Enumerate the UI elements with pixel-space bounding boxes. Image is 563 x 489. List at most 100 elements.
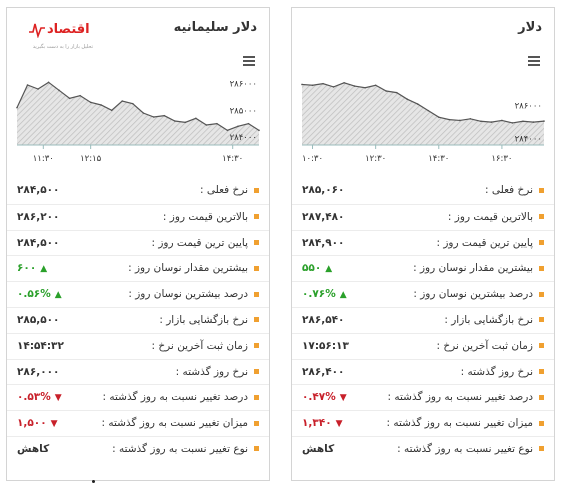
- logo-text: اقتصاد: [47, 22, 90, 37]
- bullet-square-icon: [254, 214, 259, 220]
- chart-area: [17, 82, 259, 145]
- data-point[interactable]: [37, 88, 39, 90]
- stat-value: ۲۸۶,۵۴۰: [302, 314, 344, 326]
- data-point[interactable]: [258, 129, 260, 132]
- data-point[interactable]: [247, 122, 250, 125]
- data-point[interactable]: [226, 129, 229, 132]
- data-point[interactable]: [480, 120, 482, 123]
- stat-value: ۰.۷۶% ▲: [302, 288, 347, 300]
- data-point[interactable]: [301, 83, 303, 86]
- data-point[interactable]: [195, 117, 197, 120]
- data-point[interactable]: [343, 82, 345, 84]
- stat-value-text: ۲۸۷,۴۸۰: [302, 210, 345, 223]
- data-point[interactable]: [543, 120, 545, 122]
- data-point[interactable]: [131, 102, 134, 105]
- stat-label: زمان ثبت آخرین نرخ :: [436, 340, 544, 352]
- y-tick-label: ۲۸۵۰۰۰: [230, 106, 257, 116]
- data-point[interactable]: [332, 86, 335, 88]
- stat-label: درصد بیشترین نوسان روز :: [413, 288, 544, 300]
- data-point[interactable]: [406, 98, 409, 100]
- stat-value: ۲۸۵,۰۶۰: [302, 184, 344, 196]
- stat-value: ۲۸۴,۵۰۰: [17, 237, 59, 249]
- data-point[interactable]: [216, 122, 218, 125]
- hamburger-menu-icon[interactable]: [528, 56, 540, 66]
- data-point[interactable]: [385, 90, 387, 92]
- data-point[interactable]: [448, 118, 451, 121]
- currency-card-dollar: دلار ۱۰:۳۰ ۱۲:۳۰ ۱۴:۳۰ ۱۶:۳۰ ۲۸۶۰۰۰ ۲۸۴۰۰۰ ۲۸…: [291, 7, 555, 481]
- bullet-square-icon: [254, 394, 259, 400]
- hamburger-menu-icon[interactable]: [243, 56, 255, 66]
- data-point[interactable]: [16, 106, 18, 109]
- data-point[interactable]: [58, 89, 60, 92]
- stat-label-text: درصد بیشترین نوسان روز :: [128, 288, 248, 301]
- stat-label-text: بیشترین مقدار نوسان روز :: [413, 262, 533, 275]
- caret-down-icon: ▼: [54, 393, 62, 404]
- stat-value: ۲۸۶,۰۰۰: [17, 366, 59, 378]
- data-point[interactable]: [68, 97, 71, 100]
- stat-row: ۲۸۴,۹۰۰ پایین ترین قیمت روز :: [292, 229, 554, 256]
- stat-value-text: ۱۴:۵۴:۳۲: [17, 339, 64, 352]
- bullet-square-icon: [254, 265, 259, 271]
- data-point[interactable]: [110, 109, 113, 112]
- bullet-square-icon: [539, 265, 544, 271]
- stat-row: ۲۸۶,۲۰۰ بالاترین قیمت روز :: [7, 203, 269, 230]
- data-point[interactable]: [237, 125, 239, 128]
- stat-row: ۲۸۴,۵۰۰ نرخ فعلی :: [7, 178, 269, 204]
- logo-tagline: تحلیل بازار را به دست بگیرید: [32, 44, 93, 50]
- stat-label: پایین ترین قیمت روز :: [151, 237, 259, 249]
- data-point[interactable]: [522, 120, 524, 123]
- data-point[interactable]: [311, 84, 314, 87]
- bullet-square-icon: [254, 240, 259, 246]
- data-point[interactable]: [374, 84, 377, 87]
- data-point[interactable]: [26, 84, 29, 86]
- data-point[interactable]: [459, 119, 461, 122]
- stat-label-text: زمان ثبت آخرین نرخ :: [151, 339, 248, 352]
- stat-value: کاهش: [17, 443, 49, 455]
- bullet-square-icon: [254, 420, 259, 426]
- stat-row: ۲۸۶,۵۴۰ نرخ بازگشایی بازار :: [292, 306, 554, 333]
- data-point[interactable]: [322, 82, 324, 85]
- stat-row: ۶۰۰ ▲ بیشترین مقدار نوسان روز :: [7, 255, 269, 281]
- bullet-square-icon: [539, 394, 544, 400]
- stat-label-text: زمان ثبت آخرین نرخ :: [436, 339, 533, 352]
- caret-down-icon: ▼: [339, 393, 347, 404]
- data-point[interactable]: [163, 114, 166, 117]
- stat-value: ۲۸۴,۹۰۰: [302, 237, 344, 249]
- stat-value-text: ۰.۷۶%: [302, 288, 336, 301]
- data-point[interactable]: [100, 104, 102, 106]
- data-point[interactable]: [469, 118, 472, 120]
- stat-value: ۰.۵۳% ▼: [17, 391, 62, 403]
- chart-area: [302, 82, 544, 145]
- data-point[interactable]: [364, 86, 366, 89]
- stat-label-text: نرخ روز گذشته :: [460, 365, 533, 378]
- data-point[interactable]: [47, 81, 50, 84]
- stat-value-text: ۰.۵۳%: [17, 391, 51, 404]
- data-point[interactable]: [184, 121, 187, 124]
- data-point[interactable]: [490, 121, 493, 123]
- site-logo[interactable]: اقتصاد تحلیل بازار را به دست بگیرید: [29, 18, 109, 52]
- data-point[interactable]: [89, 101, 92, 104]
- stat-value-text: کاهش: [17, 442, 50, 455]
- data-point[interactable]: [501, 119, 503, 122]
- x-tick-label: ۱۶:۳۰: [491, 154, 512, 164]
- stat-label-text: نرخ بازگشایی بازار :: [159, 313, 248, 326]
- x-tick-label: ۱۲:۱۵: [80, 154, 102, 164]
- data-point[interactable]: [416, 103, 419, 105]
- data-point[interactable]: [532, 121, 535, 123]
- data-point[interactable]: [174, 120, 176, 122]
- data-point[interactable]: [427, 109, 430, 112]
- data-point[interactable]: [205, 124, 208, 126]
- stat-label-text: نوع تغییر نسبت به روز گذشته :: [112, 442, 248, 455]
- data-point[interactable]: [511, 122, 514, 124]
- stat-label: نرخ فعلی :: [200, 184, 259, 196]
- data-point[interactable]: [395, 91, 398, 94]
- data-point[interactable]: [353, 85, 356, 87]
- data-point[interactable]: [142, 112, 145, 114]
- stat-row: ۰.۷۶% ▲ درصد بیشترین نوسان روز :: [292, 281, 554, 307]
- data-point[interactable]: [152, 116, 155, 118]
- data-point[interactable]: [79, 94, 81, 97]
- stat-label-text: میزان تغییر نسبت به روز گذشته :: [386, 417, 533, 430]
- stat-value-text: ۶۰۰: [17, 262, 37, 275]
- data-point[interactable]: [121, 100, 124, 102]
- data-point[interactable]: [437, 116, 440, 118]
